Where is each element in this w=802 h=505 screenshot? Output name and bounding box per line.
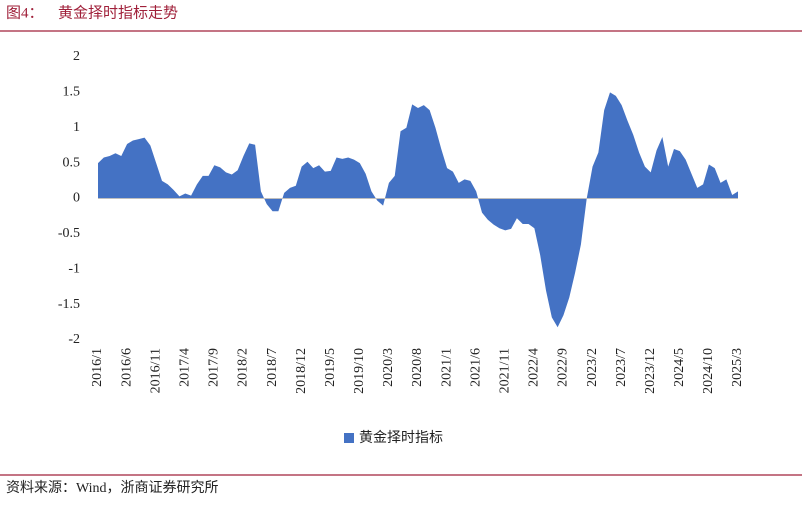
x-tick-label: 2019/10 bbox=[352, 348, 367, 394]
y-tick-label: -2 bbox=[68, 332, 80, 347]
x-tick-label: 2019/5 bbox=[323, 348, 338, 387]
x-tick-label: 2022/4 bbox=[527, 348, 542, 387]
y-tick-label: -1.5 bbox=[58, 297, 80, 312]
x-tick-label: 2018/7 bbox=[265, 348, 280, 387]
figure-label: 图4： bbox=[6, 4, 44, 21]
x-tick-label: 2022/9 bbox=[556, 348, 571, 387]
x-tick-label: 2018/2 bbox=[236, 348, 251, 387]
x-tick-label: 2017/4 bbox=[177, 348, 192, 387]
x-tick-label: 2021/11 bbox=[497, 348, 512, 393]
y-tick-label: 1 bbox=[73, 120, 80, 135]
figure-title: 黄金择时指标走势 bbox=[58, 4, 178, 21]
x-tick-label: 2017/9 bbox=[207, 348, 222, 387]
legend-label: 黄金择时指标 bbox=[359, 429, 443, 446]
x-tick-label: 2024/10 bbox=[701, 348, 716, 394]
x-tick-label: 2025/3 bbox=[730, 348, 745, 387]
y-tick-label: -1 bbox=[68, 261, 80, 276]
area bbox=[98, 92, 738, 328]
y-tick-label: -0.5 bbox=[58, 226, 80, 241]
source-note: 资料来源：Wind，浙商证券研究所 bbox=[6, 480, 219, 496]
x-tick-label: 2016/6 bbox=[119, 348, 134, 387]
x-tick-label: 2016/1 bbox=[90, 348, 105, 387]
y-tick-label: 0.5 bbox=[63, 155, 81, 170]
x-tick-label: 2023/2 bbox=[585, 348, 600, 387]
x-tick-label: 2024/5 bbox=[672, 348, 687, 387]
legend-swatch bbox=[344, 433, 354, 443]
y-tick-label: 2 bbox=[73, 49, 80, 64]
x-tick-label: 2021/6 bbox=[468, 348, 483, 387]
x-tick-label: 2021/1 bbox=[439, 348, 454, 387]
x-tick-label: 2023/7 bbox=[614, 348, 629, 387]
x-tick-label: 2023/12 bbox=[643, 348, 658, 394]
y-tick-label: 0 bbox=[73, 191, 80, 206]
y-tick-label: 1.5 bbox=[63, 85, 81, 100]
x-tick-label: 2020/8 bbox=[410, 348, 425, 387]
x-tick-label: 2020/3 bbox=[381, 348, 396, 387]
x-tick-label: 2016/11 bbox=[148, 348, 163, 393]
x-tick-label: 2018/12 bbox=[294, 348, 309, 394]
